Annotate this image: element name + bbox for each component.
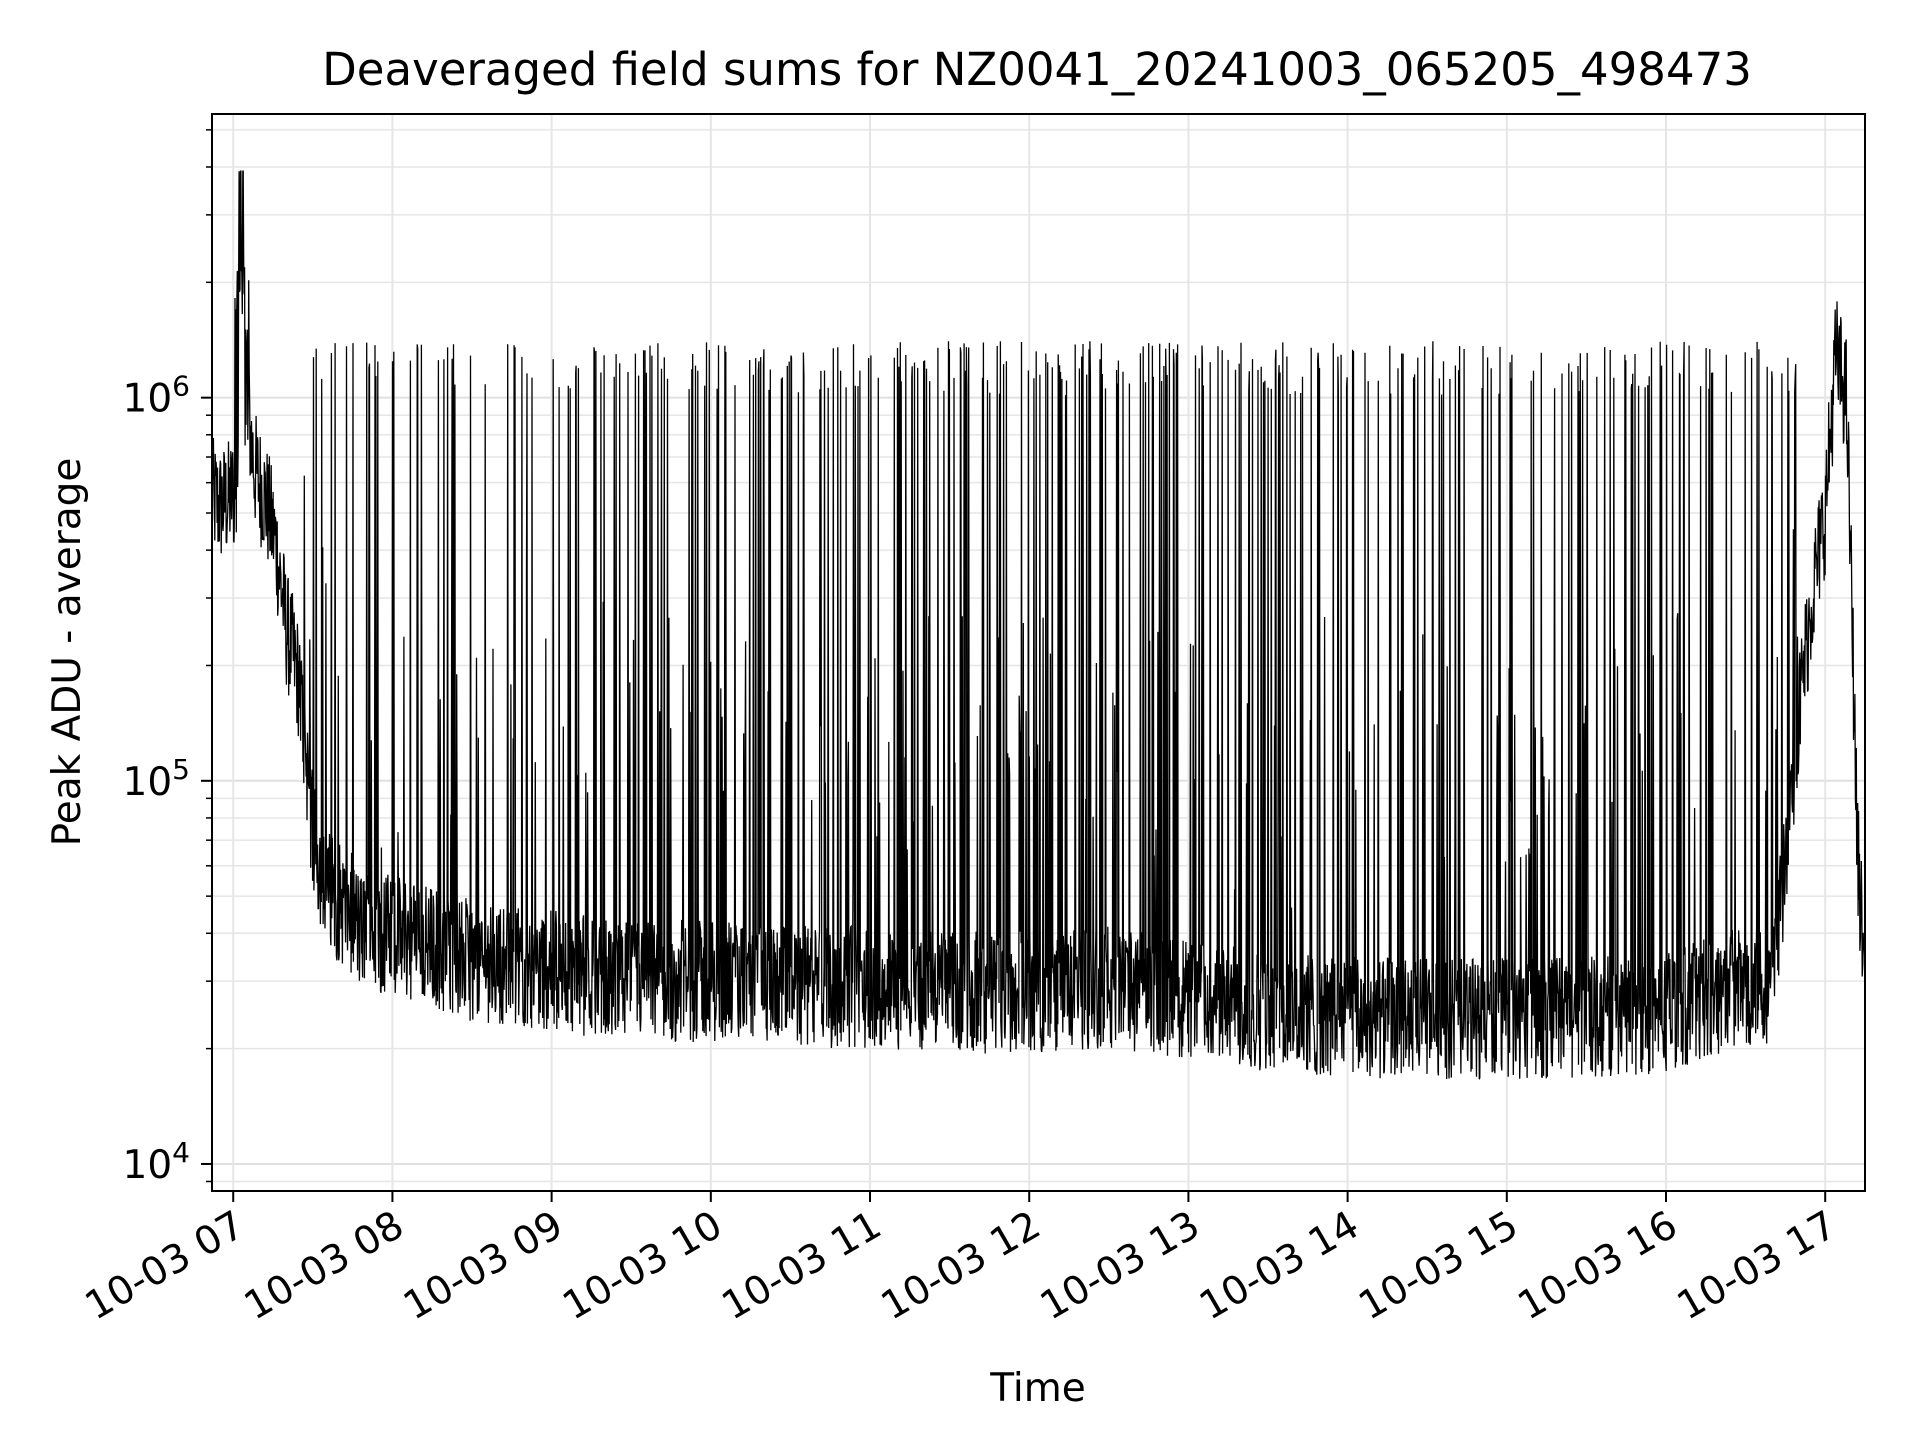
y-axis-label: Peak ADU - average	[45, 458, 90, 847]
chart-title: Deaveraged field sums for NZ0041_2024100…	[322, 43, 1752, 96]
grid	[212, 114, 1865, 1191]
plot-frame	[211, 113, 1866, 1192]
x-axis-label: Time	[989, 1366, 1085, 1411]
y-tick-label: 106	[123, 370, 190, 422]
y-axis: 104 105 106	[123, 129, 212, 1188]
series-line	[212, 170, 1865, 1080]
y-tick-label: 105	[123, 753, 190, 805]
y-tick-label: 104	[123, 1136, 190, 1188]
